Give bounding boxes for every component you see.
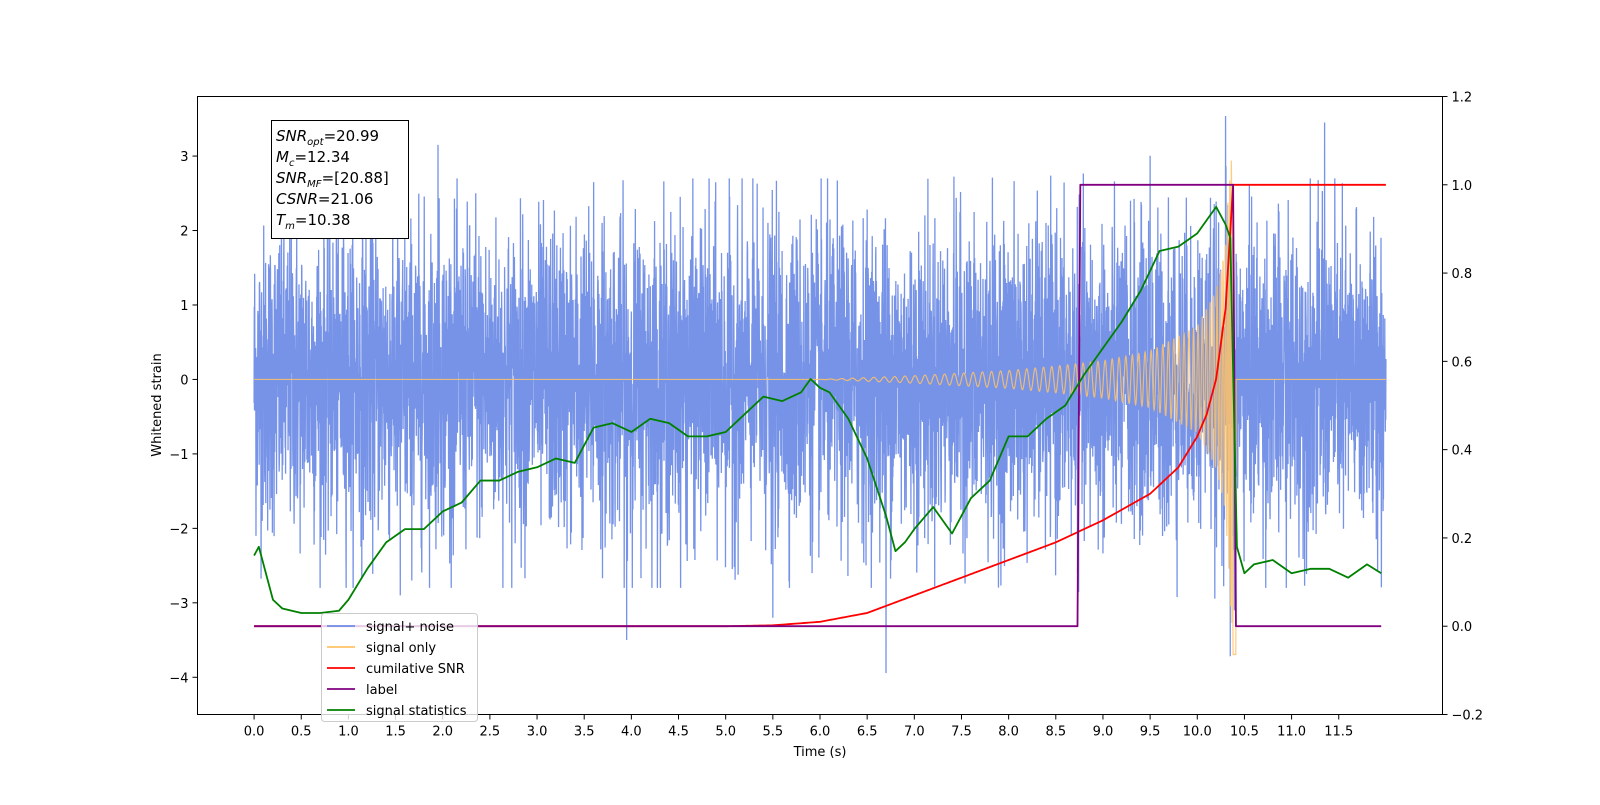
- x-tick-label: 7.0: [904, 725, 925, 740]
- stats-annotation-frame: [271, 120, 409, 239]
- series-line-signal-plus-noise: [253, 115, 1387, 674]
- legend-frame: [321, 613, 478, 722]
- legend: signal+ noise signal only cumilative SNR la…: [321, 613, 478, 722]
- x-tick-label: 10.5: [1230, 725, 1259, 740]
- stats-annotation-symbol: T: [276, 211, 287, 229]
- stats-annotation-subscript: m: [285, 221, 295, 232]
- series-line-label: [254, 183, 1382, 628]
- series-line-signal-only: [254, 160, 1386, 656]
- stats-annotation-value: =12.34: [294, 148, 350, 166]
- x-tick-label: 11.5: [1324, 725, 1353, 740]
- stats-annotation-value: =21.06: [318, 190, 374, 208]
- x-tick-label: 0.5: [291, 725, 312, 740]
- x-tick-label: 1.5: [385, 725, 406, 740]
- y-tick-label-left: 2: [180, 225, 188, 240]
- y-axis-label: Whitened strain: [150, 353, 165, 456]
- y-tick-label-right: 1.0: [1452, 179, 1473, 194]
- y-tick-label-right: −0.2: [1452, 709, 1484, 724]
- stats-annotation-line: Mc=12.34: [276, 148, 350, 169]
- x-tick-label: 1.0: [338, 725, 359, 740]
- y-tick-label-left: −1: [169, 448, 188, 463]
- x-tick-label: 5.5: [762, 725, 783, 740]
- stats-annotation-line: SNRopt=20.99: [276, 127, 379, 148]
- y-ticks-right: −0.2 0.0 0.2 0.4 0.6 0.8 1.0 1.2: [1442, 91, 1484, 724]
- y-ticks-left: −4 −3 −2 −1 0 1 2 3: [169, 150, 198, 686]
- legend-entry-label: label: [366, 683, 397, 698]
- x-tick-label: 3.5: [574, 725, 595, 740]
- y-tick-label-right: 0.6: [1452, 355, 1473, 370]
- stats-annotation-value: =[20.88]: [322, 169, 389, 187]
- y-tick-label-left: −3: [169, 597, 188, 612]
- x-tick-label: 2.0: [432, 725, 453, 740]
- x-tick-label: 4.5: [668, 725, 689, 740]
- y-tick-label-left: −2: [169, 522, 188, 537]
- x-tick-label: 6.0: [810, 725, 831, 740]
- y-tick-label-left: −4: [169, 671, 188, 686]
- y-tick-label-left: 0: [180, 373, 188, 388]
- y-tick-label-right: 0.0: [1452, 620, 1473, 635]
- y-tick-label-left: 3: [180, 150, 188, 165]
- x-ticks: 0.0 0.5 1.0 1.5 2.0 2.5 3.0 3.5 4.0 4.5 5.0 5.5 6.0 6…: [244, 714, 1353, 740]
- x-tick-label: 11.0: [1277, 725, 1306, 740]
- x-tick-label: 2.5: [480, 725, 501, 740]
- x-tick-label: 6.5: [857, 725, 878, 740]
- x-tick-label: 3.0: [527, 725, 548, 740]
- x-tick-label: 4.0: [621, 725, 642, 740]
- x-axis-label: Time (s): [793, 745, 847, 760]
- x-tick-label: 7.5: [951, 725, 972, 740]
- stats-annotation-line: SNRMF=[20.88]: [276, 169, 389, 190]
- series-line-signal-statistics: [253, 205, 1382, 614]
- stats-annotation-subscript: opt: [307, 137, 324, 148]
- legend-entry-label: signal statistics: [366, 704, 467, 719]
- stats-annotation-symbol: SNR: [276, 169, 307, 187]
- x-tick-label: 9.0: [1093, 725, 1114, 740]
- y-tick-label-left: 1: [180, 299, 188, 314]
- stats-annotation-symbol: M: [276, 148, 289, 166]
- stats-annotation-symbol: CSNR: [276, 190, 318, 208]
- stats-annotation-subscript: c: [289, 158, 295, 169]
- x-tick-label: 9.5: [1140, 725, 1161, 740]
- x-tick-label: 5.0: [715, 725, 736, 740]
- series-layer: [253, 115, 1387, 674]
- y-tick-label-right: 1.2: [1452, 91, 1473, 106]
- stats-annotation-line: CSNR=21.06: [276, 190, 373, 208]
- legend-entry-label: cumilative SNR: [366, 662, 465, 677]
- x-tick-label: 8.0: [998, 725, 1019, 740]
- x-tick-label: 10.0: [1183, 725, 1212, 740]
- stats-annotation-box: SNRopt=20.99Mc=12.34SNRMF=[20.88]CSNR=21…: [271, 120, 409, 239]
- stats-annotation-value: =20.99: [324, 127, 380, 145]
- stats-annotation-symbol: SNR: [276, 127, 307, 145]
- x-tick-label: 0.0: [244, 725, 265, 740]
- stats-annotation-value: =10.38: [295, 211, 351, 229]
- y-tick-label-right: 0.2: [1452, 532, 1473, 547]
- stats-annotation-line: Tm=10.38: [276, 211, 350, 232]
- y-tick-label-right: 0.4: [1452, 444, 1473, 459]
- legend-entry-label: signal only: [366, 641, 436, 656]
- x-tick-label: 8.5: [1045, 725, 1066, 740]
- stats-annotation-subscript: MF: [307, 179, 322, 190]
- legend-entry-label: signal+ noise: [366, 620, 454, 635]
- y-tick-label-right: 0.8: [1452, 267, 1473, 282]
